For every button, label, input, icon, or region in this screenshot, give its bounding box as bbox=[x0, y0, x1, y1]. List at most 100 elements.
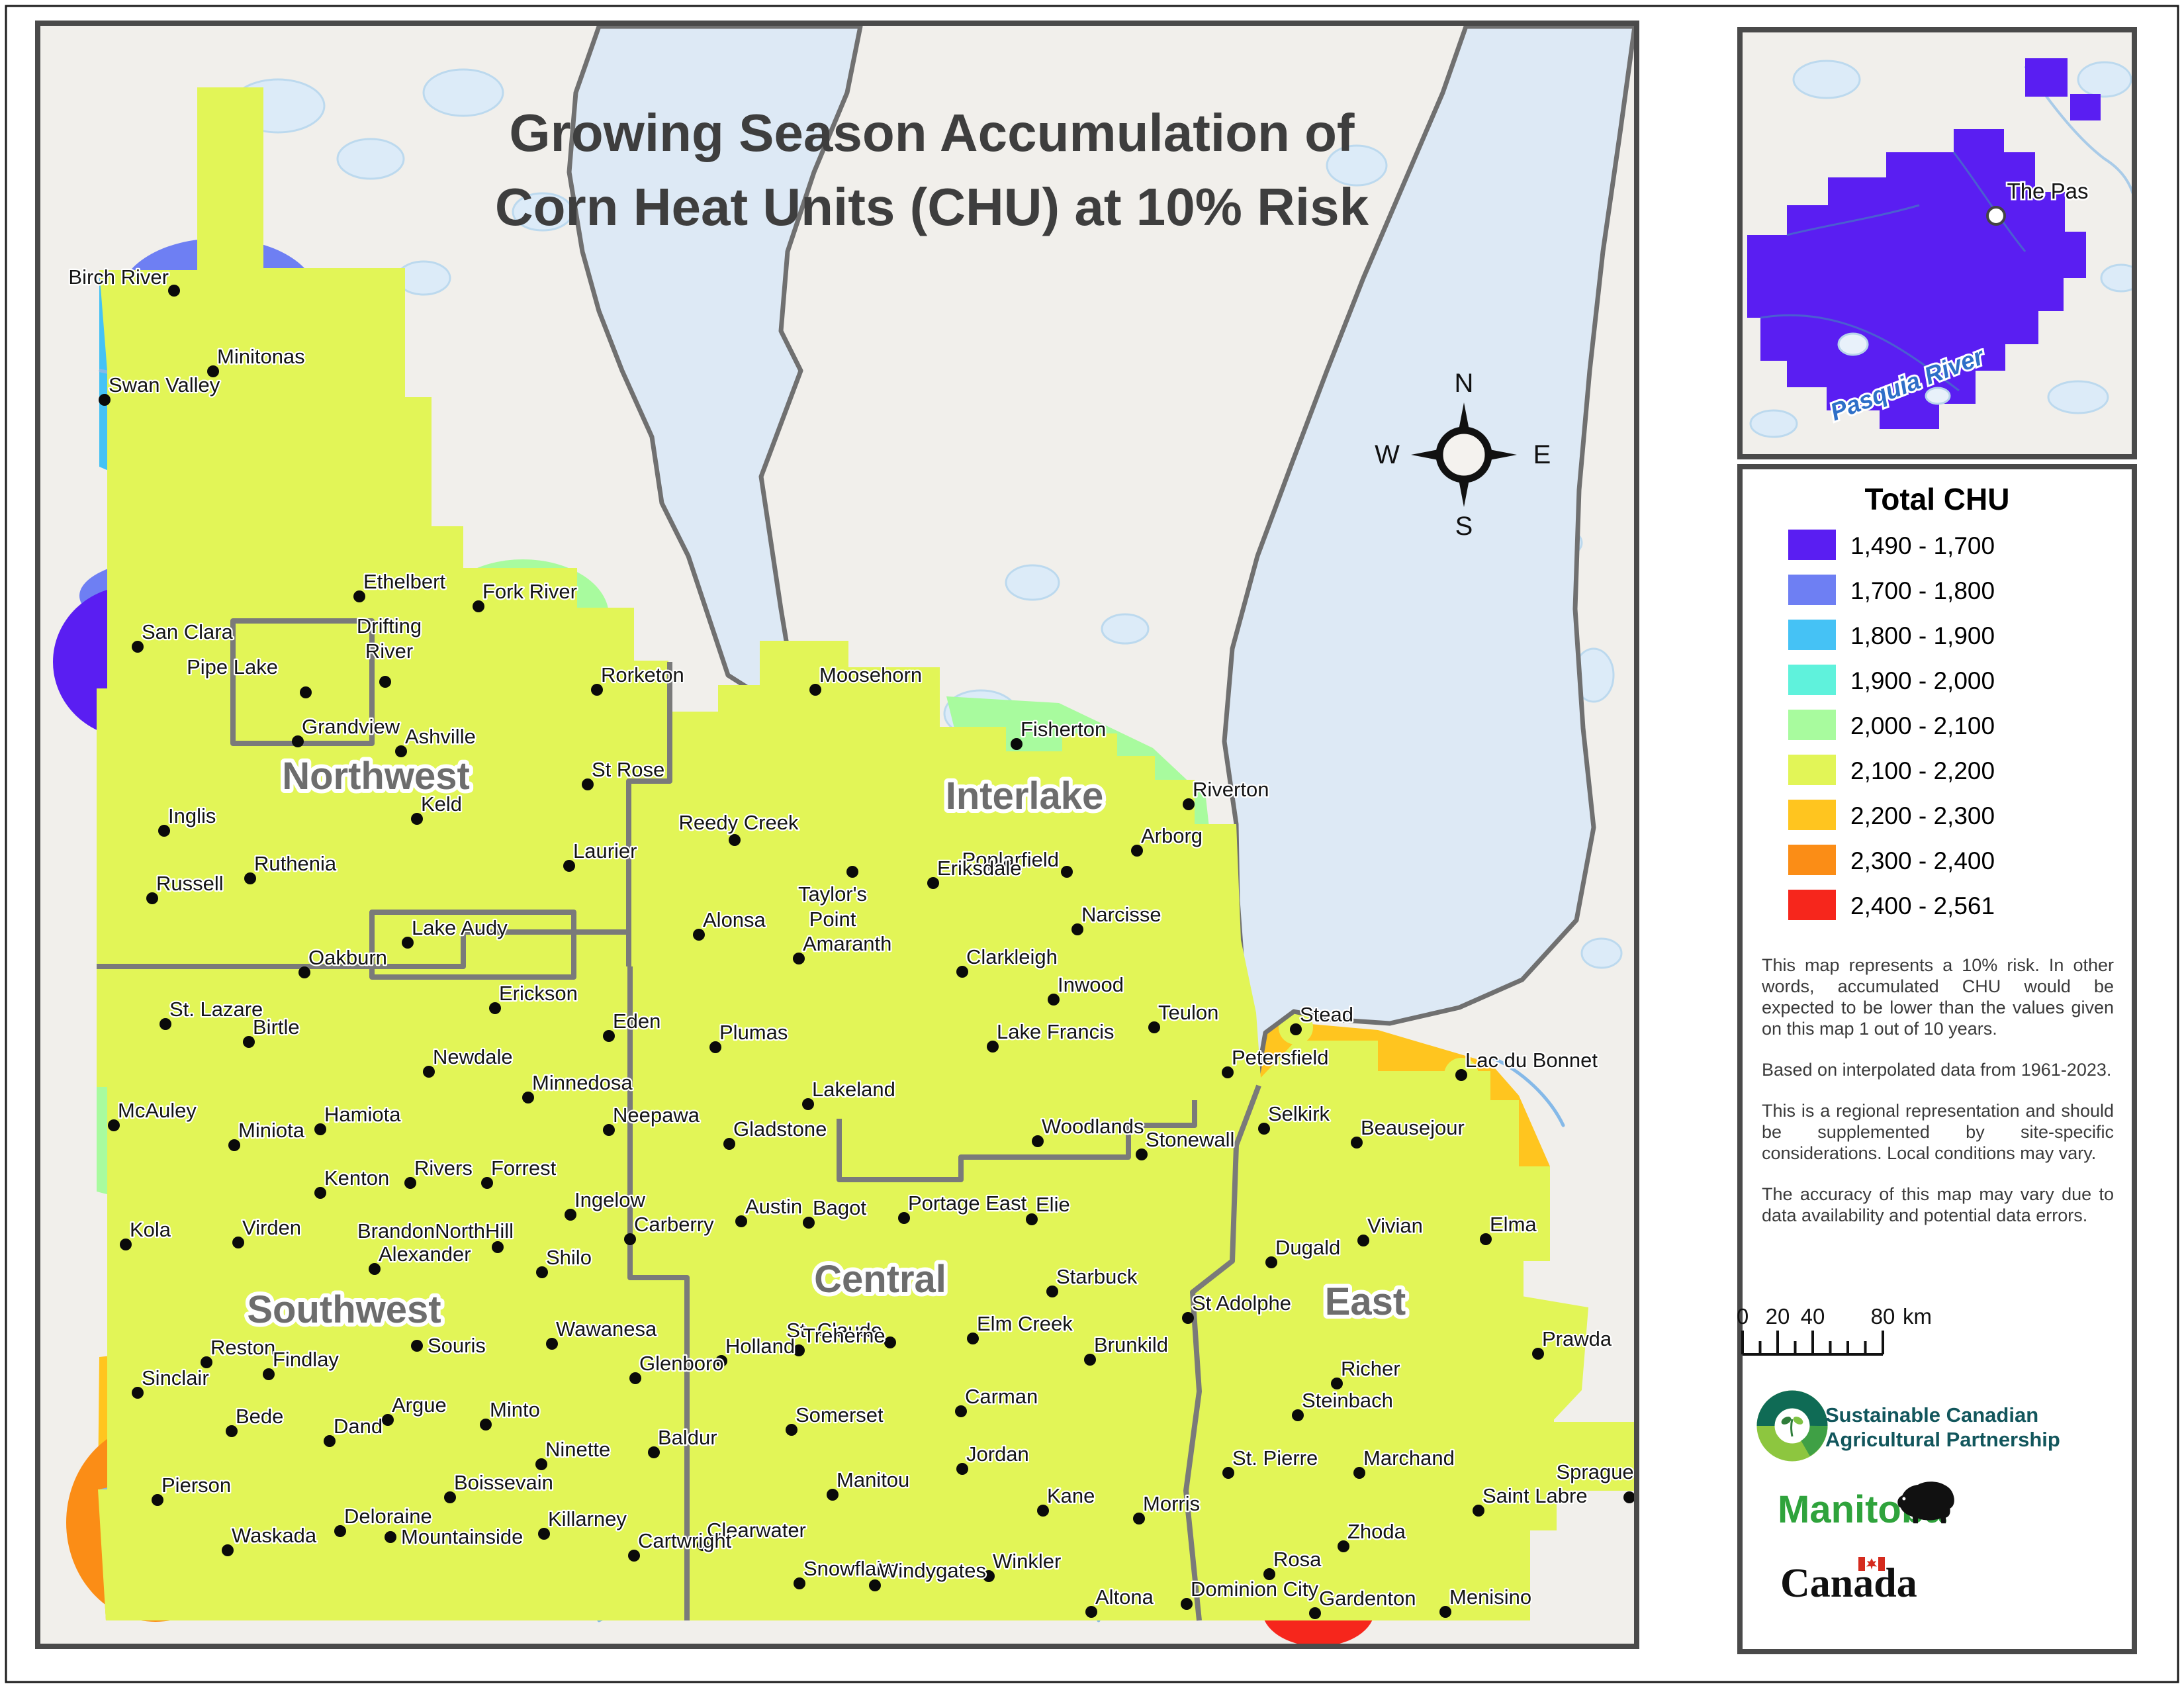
town-dot bbox=[132, 1387, 144, 1399]
town-label: San Clara bbox=[142, 620, 234, 643]
town-dot bbox=[715, 1355, 727, 1367]
note-regional: This is a regional representation and sh… bbox=[1762, 1101, 2114, 1163]
map-title-line2: Corn Heat Units (CHU) at 10% Risk bbox=[495, 177, 1369, 236]
legend-class-label: 1,800 - 1,900 bbox=[1850, 622, 1995, 649]
map-title-line1: Growing Season Accumulation of bbox=[509, 103, 1355, 162]
town-dot bbox=[563, 860, 575, 872]
town-dot bbox=[473, 600, 484, 612]
region-label-northwest: Northwest bbox=[282, 755, 470, 798]
town-dot bbox=[1011, 738, 1023, 750]
scap-logo-line1: Sustainable Canadian bbox=[1825, 1403, 2038, 1427]
legend-swatch bbox=[1788, 665, 1836, 695]
town-dot bbox=[444, 1491, 456, 1503]
town-label: Portage East bbox=[908, 1192, 1027, 1215]
town-dot bbox=[1473, 1505, 1484, 1517]
town-dot bbox=[1331, 1378, 1343, 1389]
town-label: Zhoda bbox=[1347, 1520, 1406, 1543]
town-label: Morris bbox=[1143, 1492, 1200, 1515]
town-label: Carberry bbox=[634, 1213, 714, 1236]
town-dot bbox=[243, 1036, 255, 1048]
inset-border bbox=[1737, 27, 2137, 459]
town-dot bbox=[1032, 1135, 1044, 1147]
canada-wordmark: Canada bbox=[1780, 1561, 1917, 1606]
town-dot bbox=[1085, 1606, 1097, 1618]
town-dot bbox=[1357, 1235, 1369, 1246]
town-label: St. Lazare bbox=[169, 998, 263, 1021]
town-dot bbox=[132, 641, 144, 653]
town-dot bbox=[709, 1041, 721, 1053]
scap-logo-line2: Agricultural Partnership bbox=[1825, 1428, 2060, 1451]
bison-icon bbox=[1897, 1481, 1954, 1524]
compass-n: N bbox=[1455, 369, 1474, 398]
town-label: Minnedosa bbox=[532, 1071, 633, 1094]
legend-class-label: 1,700 - 1,800 bbox=[1850, 577, 1995, 604]
town-label: Ingelow bbox=[574, 1188, 645, 1211]
town-label: Eriksdale bbox=[937, 857, 1022, 880]
town-dot bbox=[244, 872, 256, 884]
town-label: Pierson bbox=[161, 1474, 231, 1497]
town-label: Pipe Lake bbox=[187, 655, 278, 679]
town-dot bbox=[379, 676, 391, 688]
town-dot bbox=[222, 1544, 234, 1556]
town-label: Marchand bbox=[1363, 1446, 1455, 1470]
town-label: Argue bbox=[392, 1393, 447, 1417]
legend-swatch bbox=[1788, 530, 1836, 560]
town-dot bbox=[648, 1446, 660, 1458]
main-map: Birch River Swan Valley Minitonas San Clara… bbox=[40, 26, 1634, 1644]
town-dot bbox=[1309, 1607, 1321, 1619]
town-label: Rosa bbox=[1273, 1548, 1322, 1571]
town-label: Manitou bbox=[837, 1468, 909, 1491]
town-label: BrandonNorthHill bbox=[357, 1219, 514, 1243]
town-label: Prawda bbox=[1542, 1327, 1612, 1350]
town-dot bbox=[956, 1463, 968, 1475]
town-dot bbox=[1439, 1606, 1451, 1618]
town-label: St Adolphe bbox=[1192, 1291, 1291, 1315]
town-dot bbox=[1351, 1137, 1363, 1149]
legend-class-label: 2,400 - 2,561 bbox=[1850, 892, 1995, 919]
town-dot bbox=[983, 1570, 995, 1582]
legend-swatch bbox=[1788, 710, 1836, 740]
compass-s: S bbox=[1455, 512, 1473, 541]
town-label: Carman bbox=[965, 1385, 1038, 1408]
compass-w: W bbox=[1375, 440, 1400, 469]
town-label: Rivers bbox=[414, 1156, 473, 1180]
town-label: Dominion City bbox=[1191, 1577, 1318, 1601]
town-dot bbox=[1037, 1505, 1049, 1517]
town-dot bbox=[1061, 866, 1073, 878]
town-label: Vivian bbox=[1367, 1214, 1423, 1237]
the-pas-dot bbox=[1986, 206, 2006, 226]
main-map-border bbox=[35, 21, 1639, 1649]
town-dot bbox=[108, 1119, 120, 1131]
town-dot bbox=[1136, 1149, 1148, 1160]
town-dot bbox=[987, 1041, 999, 1053]
town-dot bbox=[1292, 1409, 1304, 1421]
town-dot bbox=[120, 1239, 132, 1250]
town-dot bbox=[263, 1368, 275, 1380]
town-label: Windygates bbox=[879, 1559, 986, 1582]
town-dot bbox=[1258, 1123, 1270, 1135]
legend-class-label: 1,490 - 1,700 bbox=[1850, 532, 1995, 559]
scap-logo: Sustainable Canadian Agricultural Partne… bbox=[1756, 1390, 2060, 1462]
town-dot bbox=[735, 1215, 747, 1227]
town-label: Richer bbox=[1341, 1357, 1400, 1380]
inset-lakes bbox=[1749, 60, 2132, 438]
town-label: Minitonas bbox=[217, 345, 305, 368]
town-label: Inwood bbox=[1058, 973, 1124, 996]
town-label: Findlay bbox=[273, 1348, 339, 1371]
inset-map: The Pas Pasquia River bbox=[1743, 32, 2132, 454]
region-label-southwest: Southwest bbox=[247, 1288, 441, 1331]
town-dot bbox=[298, 966, 310, 978]
town-dot bbox=[1455, 1069, 1467, 1081]
town-label: Minto bbox=[490, 1398, 540, 1421]
town-label: Holland bbox=[725, 1335, 795, 1358]
town-label: McAuley bbox=[118, 1099, 197, 1122]
town-label: Menisino bbox=[1449, 1585, 1531, 1609]
town-dot bbox=[159, 1018, 171, 1030]
legend-swatch bbox=[1788, 755, 1836, 785]
town-dot bbox=[803, 1217, 815, 1229]
compass-e: E bbox=[1533, 440, 1551, 469]
town-dot bbox=[1071, 923, 1083, 935]
town-dot bbox=[300, 686, 312, 698]
note-risk: This map represents a 10% risk. In other… bbox=[1762, 955, 2114, 1039]
